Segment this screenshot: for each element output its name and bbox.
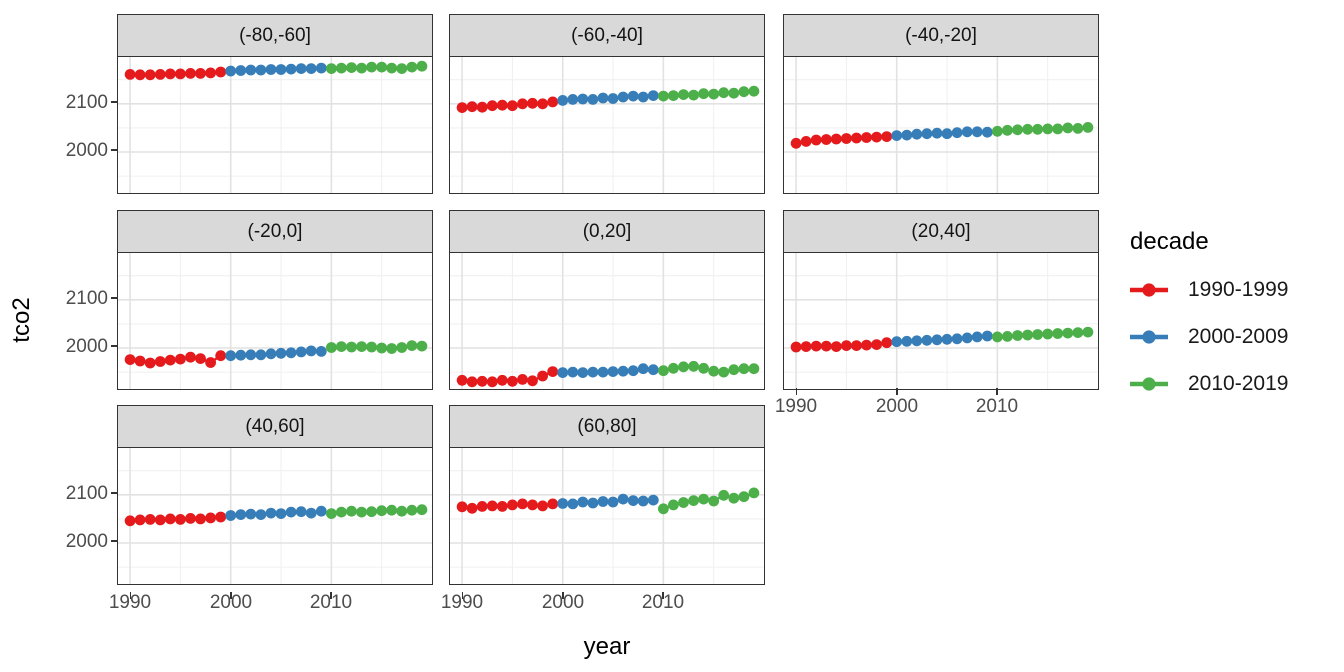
legend-item: 2000-2009 bbox=[1130, 322, 1288, 352]
legend-item-label: 2000-2009 bbox=[1188, 325, 1289, 348]
axis-tick bbox=[996, 388, 998, 395]
y-tick-label: 2100 bbox=[65, 483, 108, 504]
axis-tick bbox=[111, 539, 118, 542]
axis-tick bbox=[795, 388, 798, 395]
facet-strip: (60,80] bbox=[449, 405, 765, 449]
axis-tick bbox=[461, 592, 464, 599]
x-tick-label: 2000 bbox=[209, 592, 253, 613]
y-axis-title: tco2 bbox=[8, 297, 35, 343]
facet-strip-label: (-20,0] bbox=[247, 221, 303, 242]
facet-cell: (-80,-60] bbox=[117, 14, 433, 195]
y-tick-label: 2100 bbox=[65, 288, 108, 309]
legend-item-label: 2010-2019 bbox=[1188, 372, 1289, 395]
y-tick-label: 2000 bbox=[65, 336, 108, 357]
axis-tick bbox=[129, 592, 132, 599]
facet-plot-area bbox=[117, 447, 433, 586]
axis-tick bbox=[111, 297, 118, 299]
axis-tick bbox=[111, 101, 118, 103]
facet-strip: (-80,-60] bbox=[117, 14, 433, 58]
facet-cell: (-40,-20] bbox=[783, 14, 1099, 195]
x-tick-label: 1990 bbox=[774, 396, 818, 417]
x-tick-label: 2000 bbox=[541, 592, 585, 613]
facet-strip-label: (0,20] bbox=[582, 221, 632, 242]
facet-strip: (-20,0] bbox=[117, 210, 433, 254]
axis-tick bbox=[662, 592, 664, 599]
legend-item-label: 1990-1999 bbox=[1188, 278, 1289, 301]
axis-tick bbox=[111, 492, 118, 494]
x-tick-label: 2010 bbox=[309, 592, 353, 613]
axis-tick bbox=[111, 148, 118, 151]
axis-tick bbox=[562, 592, 564, 599]
y-tick-label: 2100 bbox=[65, 92, 108, 113]
facet-cell: (0,20] bbox=[449, 210, 765, 391]
facet-plot-area bbox=[117, 252, 433, 391]
facet-strip-label: (-40,-20] bbox=[905, 25, 977, 46]
facet-strip: (-40,-20] bbox=[783, 14, 1099, 58]
facet-cell: (-20,0] bbox=[117, 210, 433, 391]
legend-item: 1990-1999 bbox=[1130, 275, 1288, 305]
facet-cell: (60,80] bbox=[449, 405, 765, 586]
x-tick-label: 1990 bbox=[440, 592, 484, 613]
facet-strip: (0,20] bbox=[449, 210, 765, 254]
axis-tick bbox=[330, 592, 332, 599]
facet-strip: (-60,-40] bbox=[449, 14, 765, 58]
legend-title: decade bbox=[1130, 228, 1209, 255]
legend-key-line-point-icon bbox=[1130, 330, 1168, 344]
facet-plot-area bbox=[449, 56, 765, 195]
y-tick-label: 2000 bbox=[65, 140, 108, 161]
x-tick-label: 2000 bbox=[875, 396, 919, 417]
facet-plot-area bbox=[449, 447, 765, 586]
facet-strip-label: (20,40] bbox=[911, 221, 971, 242]
axis-tick bbox=[896, 388, 898, 395]
facet-cell: (20,40] bbox=[783, 210, 1099, 391]
x-tick-label: 1990 bbox=[108, 592, 152, 613]
x-tick-label: 2010 bbox=[975, 396, 1019, 417]
facet-plot-area bbox=[117, 56, 433, 195]
x-axis-title: year bbox=[583, 633, 631, 660]
facet-strip-label: (40,60] bbox=[245, 416, 305, 437]
axis-tick bbox=[230, 592, 232, 599]
facet-plot-area bbox=[449, 252, 765, 391]
legend-key-line-point-icon bbox=[1130, 283, 1168, 297]
axis-tick bbox=[111, 344, 118, 347]
facet-strip-label: (-60,-40] bbox=[571, 25, 643, 46]
facet-plot-area bbox=[783, 56, 1099, 195]
facet-strip-label: (60,80] bbox=[577, 416, 637, 437]
facet-strip: (40,60] bbox=[117, 405, 433, 449]
facet-cell: (40,60] bbox=[117, 405, 433, 586]
facet-cell: (-60,-40] bbox=[449, 14, 765, 195]
facet-plot-area bbox=[783, 252, 1099, 391]
facet-strip-label: (-80,-60] bbox=[239, 25, 311, 46]
legend-item: 2010-2019 bbox=[1130, 369, 1288, 399]
x-tick-label: 2010 bbox=[641, 592, 685, 613]
y-tick-label: 2000 bbox=[65, 531, 108, 552]
facet-strip: (20,40] bbox=[783, 210, 1099, 254]
legend-key-line-point-icon bbox=[1130, 377, 1168, 391]
legend: decade 1990-1999 2000-2009 2010-2019 bbox=[1130, 228, 1288, 416]
